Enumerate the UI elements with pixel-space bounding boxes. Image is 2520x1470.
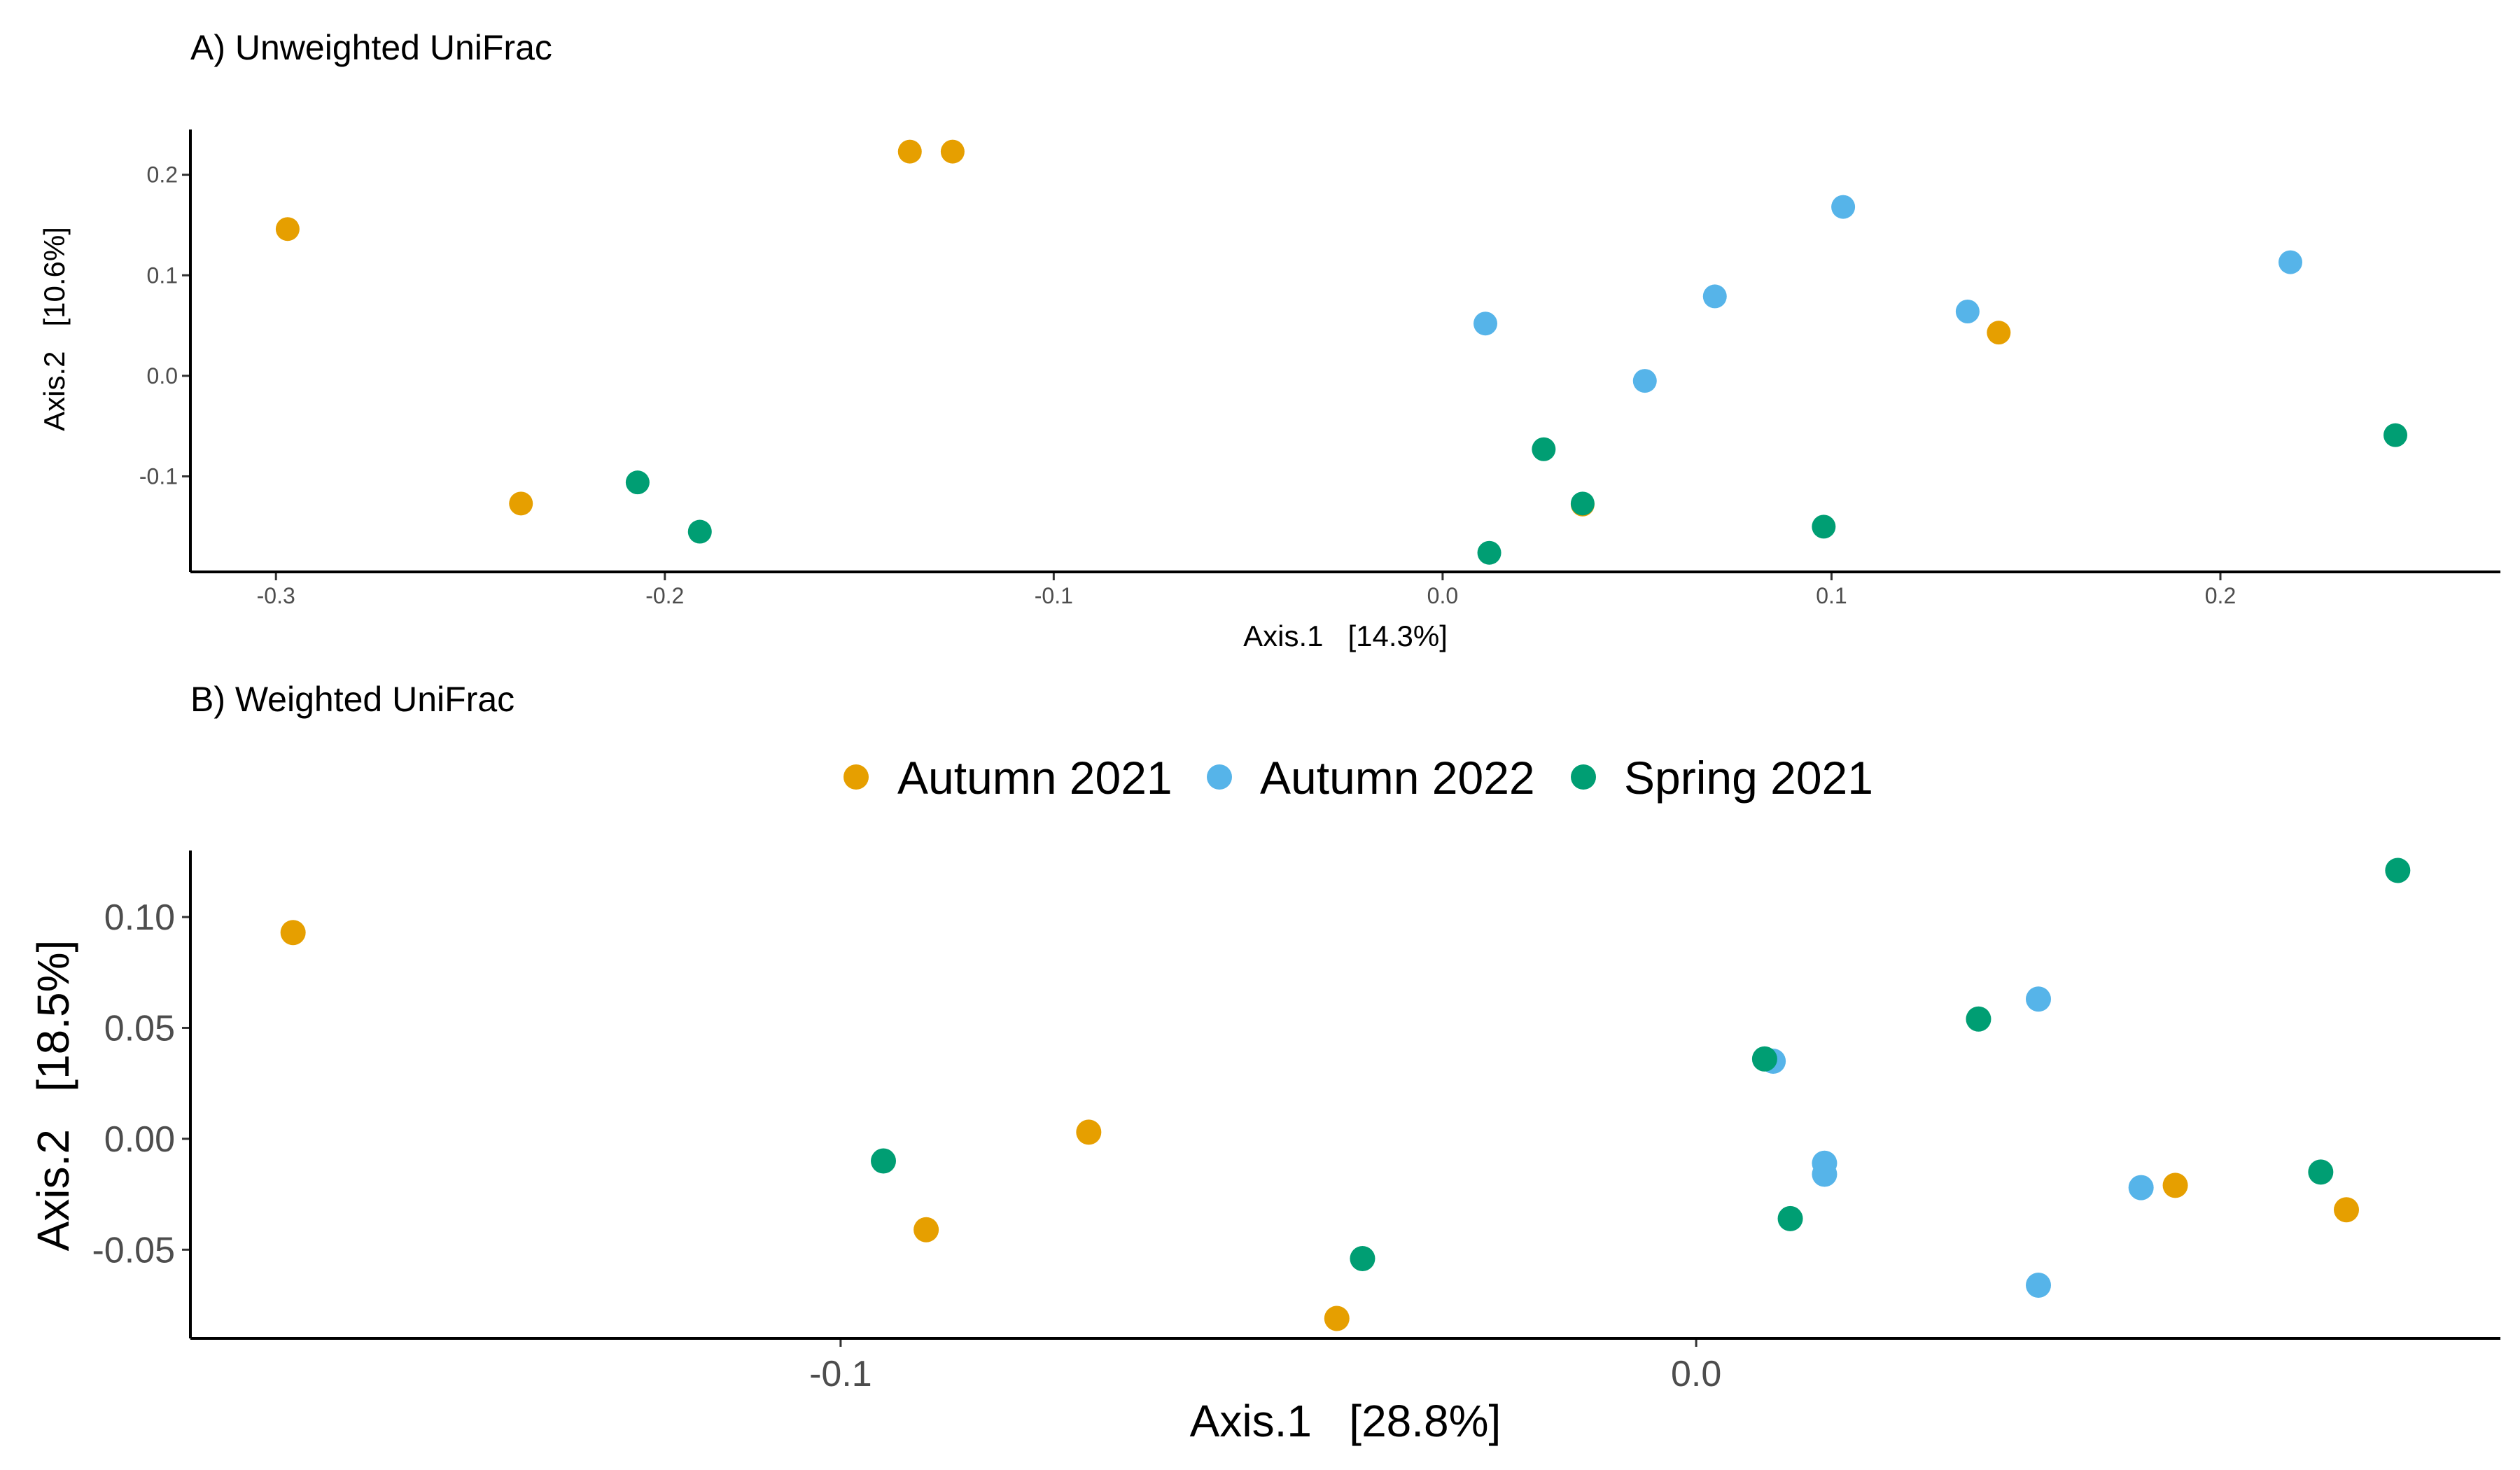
panel-a-point-spring-2021 bbox=[1532, 437, 1556, 461]
panel-a-ticks: -0.3 -0.2 -0.1 0.0 0.1 0.2 -0.1 0.0 0.1 0.2 bbox=[139, 162, 2236, 608]
legend-label-autumn-2022: Autumn 2022 bbox=[1260, 752, 1535, 804]
panel-a-point-spring-2021 bbox=[625, 470, 650, 495]
panel-a-point-autumn-2022 bbox=[1831, 195, 1856, 219]
legend-label-spring-2021: Spring 2021 bbox=[1624, 752, 1873, 804]
panel-b-weighted-unifrac: B) Weighted UniFrac Autumn 2021 Autumn 2… bbox=[28, 680, 2500, 1446]
legend-label-autumn-2021: Autumn 2021 bbox=[897, 752, 1172, 804]
panel-b-point-spring-2021 bbox=[1751, 1046, 1777, 1072]
panel-b-points bbox=[280, 858, 2411, 1331]
panel-a-y-axis-label: Axis.2 [10.6%] bbox=[38, 227, 71, 431]
panel-b-y-tick-label: 0.10 bbox=[104, 897, 175, 938]
panel-a-y-tick-label: -0.1 bbox=[139, 464, 178, 489]
panel-b-point-autumn-2021 bbox=[280, 920, 306, 946]
panel-b-x-tick-label: -0.1 bbox=[809, 1354, 872, 1394]
panel-b-x-axis-label: Axis.1 [28.8%] bbox=[1190, 1396, 1502, 1446]
panel-a-x-tick-label: 0.1 bbox=[1816, 583, 1847, 608]
panel-a-point-autumn-2021 bbox=[897, 139, 922, 164]
panel-a-unweighted-unifrac: A) Unweighted UniFrac -0.3 -0.2 -0.1 0.0 0.1… bbox=[38, 28, 2500, 652]
panel-b-point-autumn-2021 bbox=[913, 1217, 939, 1242]
panel-a-point-autumn-2022 bbox=[2278, 250, 2302, 274]
panel-a-x-tick-label: -0.3 bbox=[257, 583, 295, 608]
panel-b-point-autumn-2022 bbox=[2026, 986, 2051, 1012]
panel-b-point-spring-2021 bbox=[1350, 1245, 1376, 1271]
panel-b-title: B) Weighted UniFrac bbox=[190, 680, 514, 719]
panel-a-point-autumn-2021 bbox=[275, 217, 300, 241]
panel-a-point-autumn-2021 bbox=[940, 139, 965, 164]
panel-b-point-spring-2021 bbox=[2385, 858, 2411, 883]
panel-b-point-autumn-2021 bbox=[2162, 1172, 2188, 1198]
panel-b-y-tick-label: -0.05 bbox=[92, 1230, 175, 1270]
panel-a-point-spring-2021 bbox=[687, 519, 712, 544]
panel-a-x-tick-label: -0.1 bbox=[1035, 583, 1073, 608]
panel-b-point-autumn-2021 bbox=[2334, 1197, 2359, 1223]
panel-a-point-autumn-2021 bbox=[509, 491, 533, 516]
panel-a-title: A) Unweighted UniFrac bbox=[190, 28, 552, 67]
panel-a-point-spring-2021 bbox=[1570, 491, 1595, 516]
panel-a-point-autumn-2022 bbox=[1702, 284, 1727, 309]
panel-a-x-tick-label: 0.0 bbox=[1427, 583, 1458, 608]
panel-b-y-tick-label: 0.00 bbox=[104, 1119, 175, 1160]
panel-b-point-spring-2021 bbox=[871, 1148, 896, 1174]
panel-a-y-tick-label: 0.1 bbox=[147, 262, 178, 288]
panel-a-point-autumn-2022 bbox=[1955, 299, 1980, 323]
panel-a-point-autumn-2022 bbox=[1632, 369, 1657, 393]
panel-b-point-autumn-2022 bbox=[1812, 1161, 1837, 1187]
panel-a-x-tick-label: -0.2 bbox=[645, 583, 684, 608]
panel-a-point-spring-2021 bbox=[1812, 514, 1836, 539]
panel-a-point-spring-2021 bbox=[1477, 540, 1502, 565]
panel-b-point-spring-2021 bbox=[2308, 1159, 2334, 1185]
panel-b-x-tick-label: 0.0 bbox=[1671, 1354, 1721, 1394]
panel-b-point-spring-2021 bbox=[1777, 1205, 1803, 1231]
panel-a-point-autumn-2022 bbox=[1474, 312, 1497, 336]
panel-a-y-tick-label: 0.2 bbox=[147, 162, 178, 188]
panel-b-point-spring-2021 bbox=[1966, 1006, 1991, 1032]
panel-a-point-spring-2021 bbox=[2384, 423, 2407, 447]
panel-b-y-axis-label: Axis.2 [18.5%] bbox=[28, 940, 78, 1252]
panel-b-point-autumn-2022 bbox=[2026, 1272, 2051, 1298]
panel-b-point-autumn-2021 bbox=[1076, 1119, 1102, 1145]
panel-b-point-autumn-2022 bbox=[2128, 1175, 2154, 1200]
legend-swatch-autumn-2022 bbox=[1207, 764, 1232, 790]
panel-a-x-tick-label: 0.2 bbox=[2205, 583, 2236, 608]
panel-b-ticks: -0.1 0.0 -0.05 0.00 0.05 0.10 bbox=[92, 897, 1721, 1394]
panel-a-y-tick-label: 0.0 bbox=[147, 363, 178, 388]
panel-b-y-tick-label: 0.05 bbox=[104, 1008, 175, 1049]
legend-swatch-autumn-2021 bbox=[844, 764, 869, 790]
legend: Autumn 2021 Autumn 2022 Spring 2021 bbox=[844, 752, 1873, 804]
legend-swatch-spring-2021 bbox=[1571, 764, 1596, 790]
panel-a-point-autumn-2021 bbox=[1987, 321, 2011, 345]
panel-a-points bbox=[275, 139, 2407, 565]
panel-b-point-autumn-2021 bbox=[1324, 1306, 1350, 1331]
panel-a-x-axis-label: Axis.1 [14.3%] bbox=[1243, 620, 1448, 652]
